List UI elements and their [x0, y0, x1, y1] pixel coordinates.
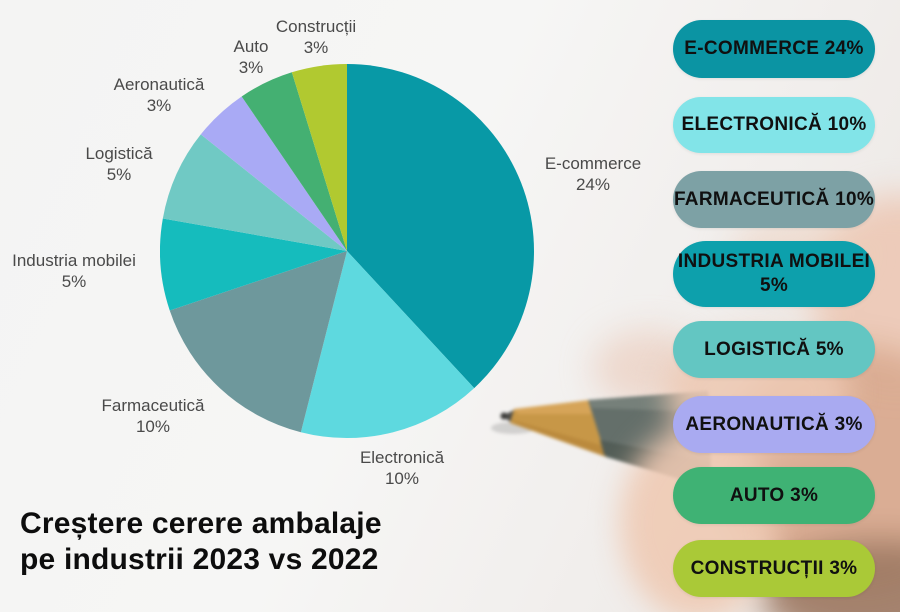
- chart-title-line2: pe industrii 2023 vs 2022: [20, 543, 379, 576]
- pie-chart-svg: [160, 64, 534, 439]
- pie-slice-industria-mobilei: [160, 218, 347, 311]
- pie-slice-farmaceutică: [169, 251, 347, 433]
- legend-pill-electronica: ELECTRONICĂ 10%: [673, 97, 875, 153]
- pie-label-auto: Auto 3%: [234, 36, 269, 78]
- pie-label-e-commerce: E-commerce 24%: [545, 153, 641, 195]
- legend-pill-farmaceutica: FARMACEUTICĂ 10%: [673, 171, 875, 228]
- pie-label-pct: 24%: [575, 175, 611, 194]
- pie-label-name: Auto: [233, 37, 269, 56]
- pie-label-electronica: Electronică 10%: [360, 447, 444, 489]
- legend-pill-industria-mobilei: INDUSTRIA MOBILEI 5%: [673, 241, 875, 307]
- pie-label-name: Construcții: [275, 17, 357, 36]
- pie-label-pct: 3%: [146, 96, 172, 115]
- pie-slice-e-commerce: [347, 64, 534, 389]
- chart-title-line1: Creștere cerere ambalaje: [20, 507, 382, 540]
- pie-label-name: Aeronautică: [113, 75, 205, 94]
- pie-label-industria-mobilei: Industria mobilei 5%: [12, 250, 136, 292]
- pie-label-constructii: Construcții 3%: [276, 16, 356, 58]
- legend: E-COMMERCE 24% ELECTRONICĂ 10% FARMACEUT…: [673, 0, 875, 612]
- pie-label-pct: 5%: [61, 272, 87, 291]
- legend-pill-auto: AUTO 3%: [673, 467, 875, 524]
- pie-label-pct: 3%: [303, 38, 329, 57]
- pie-slice-aeronautică: [200, 96, 347, 251]
- pie-slice-construcții: [291, 64, 347, 251]
- pie-label-pct: 5%: [106, 165, 132, 184]
- pie-label-logistica: Logistică 5%: [85, 143, 152, 185]
- chart-title: Creștere cerere ambalaje pe industrii 20…: [20, 506, 382, 578]
- pie-label-pct: 10%: [384, 469, 420, 488]
- pie-slice-electronică: [300, 251, 475, 439]
- pie-slice-logistică: [162, 134, 347, 251]
- legend-pill-logistica: LOGISTICĂ 5%: [673, 321, 875, 378]
- pie-label-name: Farmaceutică: [101, 396, 205, 415]
- pie-label-name: E-commerce: [544, 154, 642, 173]
- pie-label-pct: 3%: [238, 58, 264, 77]
- pie-slice-auto: [241, 72, 347, 251]
- pie-label-farmaceutica: Farmaceutică 10%: [102, 395, 205, 437]
- pie-chart: [160, 64, 534, 439]
- pie-label-aeronautica: Aeronautică 3%: [114, 74, 205, 116]
- pie-label-pct: 10%: [135, 417, 171, 436]
- legend-pill-aeronautica: AERONAUTICĂ 3%: [673, 396, 875, 453]
- legend-pill-constructii: CONSTRUCȚII 3%: [673, 540, 875, 597]
- pie-label-name: Logistică: [85, 144, 153, 163]
- pie-label-name: Electronică: [359, 448, 445, 467]
- legend-pill-e-commerce: E-COMMERCE 24%: [673, 20, 875, 78]
- pie-label-name: Industria mobilei: [12, 251, 136, 270]
